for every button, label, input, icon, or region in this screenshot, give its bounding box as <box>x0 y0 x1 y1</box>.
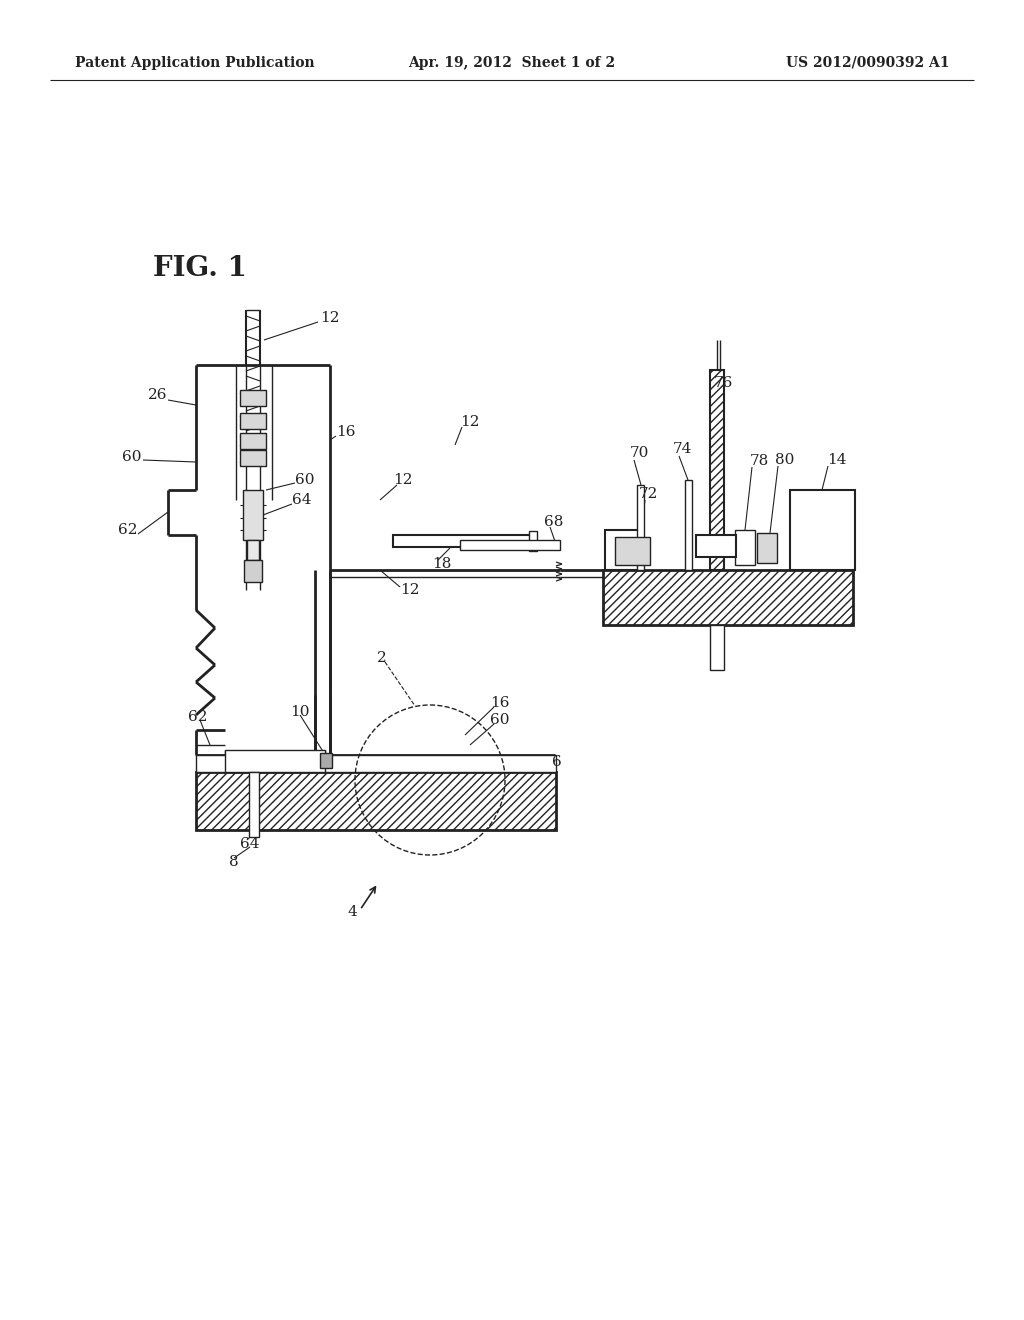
Bar <box>603 570 853 624</box>
Text: 72: 72 <box>639 487 658 502</box>
Text: 16: 16 <box>490 696 510 710</box>
Bar <box>696 535 736 557</box>
Text: FIG. 1: FIG. 1 <box>153 255 247 281</box>
Bar <box>240 450 266 466</box>
Bar <box>240 413 266 429</box>
Bar <box>319 752 332 768</box>
Text: 68: 68 <box>544 515 563 529</box>
Text: Apr. 19, 2012  Sheet 1 of 2: Apr. 19, 2012 Sheet 1 of 2 <box>409 55 615 70</box>
Text: US 2012/0090392 A1: US 2012/0090392 A1 <box>786 55 950 70</box>
Text: 76: 76 <box>714 376 733 389</box>
Bar <box>637 484 644 570</box>
Text: 64: 64 <box>292 492 311 507</box>
Text: 70: 70 <box>630 446 649 459</box>
Text: 4: 4 <box>348 906 357 919</box>
Text: 60: 60 <box>490 713 510 727</box>
Bar <box>196 772 556 830</box>
Text: 18: 18 <box>432 557 452 572</box>
Text: 60: 60 <box>295 473 314 487</box>
Bar <box>393 535 531 546</box>
Text: 14: 14 <box>827 453 847 467</box>
Text: 12: 12 <box>319 312 340 325</box>
Bar <box>529 531 537 550</box>
Text: 60: 60 <box>122 450 141 465</box>
Text: 8: 8 <box>229 855 239 869</box>
Text: 12: 12 <box>393 473 413 487</box>
Bar <box>240 389 266 407</box>
Text: 12: 12 <box>400 583 420 597</box>
Bar <box>790 490 855 570</box>
Bar <box>757 533 777 564</box>
Bar <box>710 370 724 570</box>
Bar <box>615 537 650 565</box>
Bar <box>249 772 259 837</box>
Bar <box>710 624 724 671</box>
Bar <box>243 490 263 540</box>
Text: Patent Application Publication: Patent Application Publication <box>75 55 314 70</box>
Bar <box>735 531 755 565</box>
Text: 80: 80 <box>775 453 795 467</box>
Text: 10: 10 <box>290 705 309 719</box>
Text: 78: 78 <box>750 454 769 469</box>
Text: 6: 6 <box>552 755 562 770</box>
Bar <box>605 531 643 570</box>
Text: 62: 62 <box>118 523 137 537</box>
Text: 62: 62 <box>188 710 208 723</box>
Text: 16: 16 <box>336 425 355 440</box>
Bar <box>247 540 259 560</box>
Text: 26: 26 <box>148 388 168 403</box>
Bar <box>244 560 262 582</box>
Bar <box>460 540 560 550</box>
Text: 2: 2 <box>377 651 387 665</box>
Bar <box>196 755 556 772</box>
Text: 12: 12 <box>460 414 479 429</box>
Bar <box>240 433 266 449</box>
Bar <box>685 480 692 570</box>
Text: 74: 74 <box>673 442 692 455</box>
Bar <box>225 750 325 772</box>
Text: 64: 64 <box>240 837 259 851</box>
